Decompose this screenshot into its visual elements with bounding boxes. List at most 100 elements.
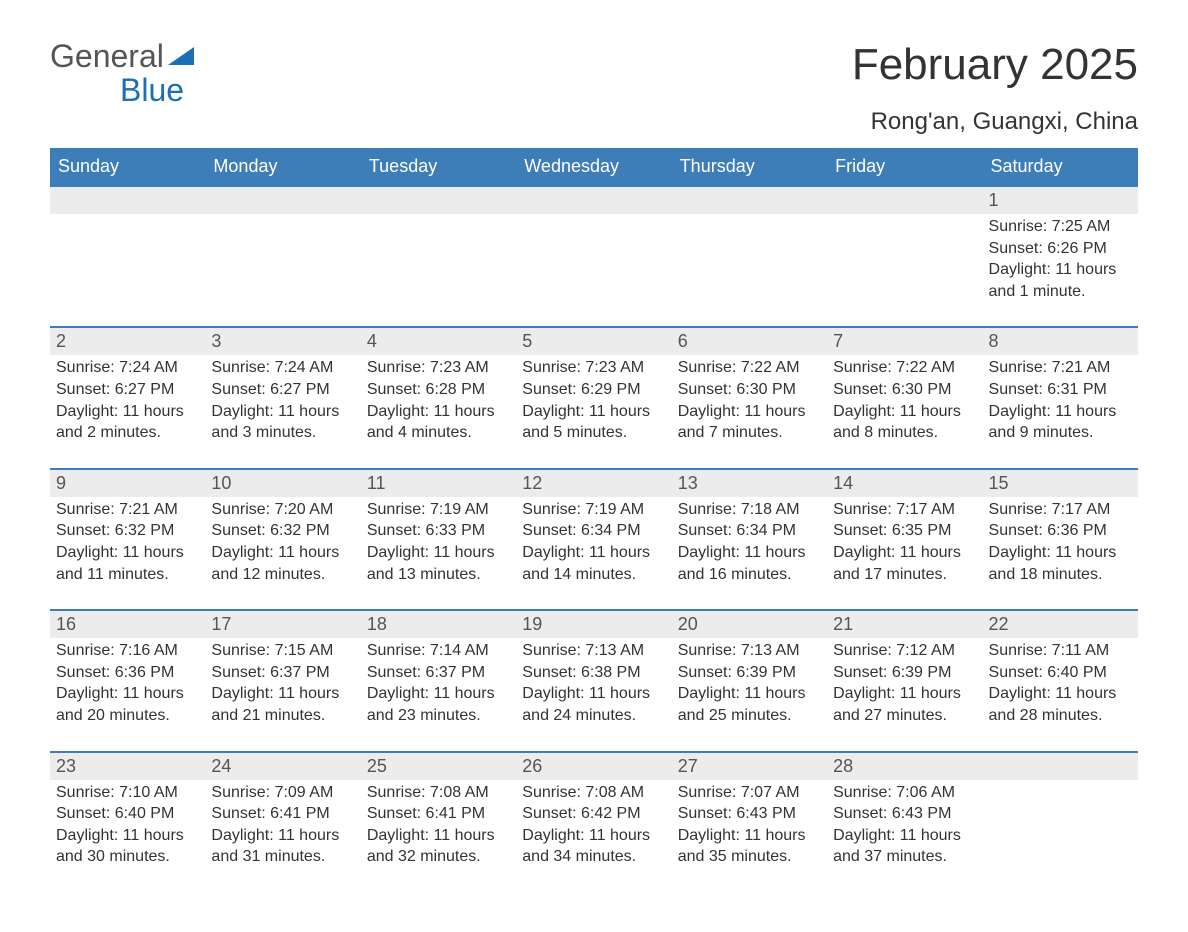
date-bar [983, 751, 1138, 780]
sunset-text: Sunset: 6:39 PM [678, 662, 821, 684]
day-cell: Sunrise: 7:24 AMSunset: 6:27 PMDaylight:… [50, 355, 205, 467]
sunrise-text: Sunrise: 7:22 AM [833, 357, 976, 379]
day-cell: Sunrise: 7:08 AMSunset: 6:42 PMDaylight:… [516, 780, 671, 892]
date-bar-cell [672, 185, 827, 214]
date-bar: 3 [205, 326, 360, 355]
date-bar-cell: 18 [361, 609, 516, 638]
day-cell: Sunrise: 7:18 AMSunset: 6:34 PMDaylight:… [672, 497, 827, 609]
day-cell: Sunrise: 7:21 AMSunset: 6:32 PMDaylight:… [50, 497, 205, 609]
day-cell: Sunrise: 7:15 AMSunset: 6:37 PMDaylight:… [205, 638, 360, 750]
date-bar-cell: 19 [516, 609, 671, 638]
day-header: Saturday [983, 148, 1138, 185]
date-bar: 1 [983, 185, 1138, 214]
week-date-row: 16171819202122 [50, 609, 1138, 638]
day-cell-body: Sunrise: 7:13 AMSunset: 6:38 PMDaylight:… [522, 638, 665, 726]
date-bar-cell: 11 [361, 468, 516, 497]
day-cell: Sunrise: 7:22 AMSunset: 6:30 PMDaylight:… [827, 355, 982, 467]
sunset-text: Sunset: 6:43 PM [833, 803, 976, 825]
day-cell: Sunrise: 7:24 AMSunset: 6:27 PMDaylight:… [205, 355, 360, 467]
day-cell-body: Sunrise: 7:16 AMSunset: 6:36 PMDaylight:… [56, 638, 199, 726]
sunrise-text: Sunrise: 7:21 AM [56, 499, 199, 521]
day-cell-body: Sunrise: 7:18 AMSunset: 6:34 PMDaylight:… [678, 497, 821, 585]
brand-logo: General Blue [50, 40, 194, 107]
daylight-text: Daylight: 11 hours and 35 minutes. [678, 825, 821, 868]
date-bar-cell: 7 [827, 326, 982, 355]
sunrise-text: Sunrise: 7:18 AM [678, 499, 821, 521]
date-bar-cell: 8 [983, 326, 1138, 355]
sunset-text: Sunset: 6:29 PM [522, 379, 665, 401]
date-bar: 4 [361, 326, 516, 355]
location-label: Rong'an, Guangxi, China [852, 108, 1138, 136]
sunset-text: Sunset: 6:36 PM [56, 662, 199, 684]
date-bar-cell: 16 [50, 609, 205, 638]
day-cell: Sunrise: 7:13 AMSunset: 6:38 PMDaylight:… [516, 638, 671, 750]
date-bar-cell [983, 751, 1138, 780]
day-cell-body: Sunrise: 7:09 AMSunset: 6:41 PMDaylight:… [211, 780, 354, 868]
day-header: Friday [827, 148, 982, 185]
daylight-text: Daylight: 11 hours and 12 minutes. [211, 542, 354, 585]
day-cell: Sunrise: 7:23 AMSunset: 6:28 PMDaylight:… [361, 355, 516, 467]
calendar-body: 1Sunrise: 7:25 AMSunset: 6:26 PMDaylight… [50, 185, 1138, 892]
sunrise-text: Sunrise: 7:17 AM [989, 499, 1132, 521]
day-cell-body: Sunrise: 7:21 AMSunset: 6:32 PMDaylight:… [56, 497, 199, 585]
date-bar-cell [516, 185, 671, 214]
daylight-text: Daylight: 11 hours and 11 minutes. [56, 542, 199, 585]
date-bar-cell: 9 [50, 468, 205, 497]
daylight-text: Daylight: 11 hours and 16 minutes. [678, 542, 821, 585]
day-cell-body: Sunrise: 7:25 AMSunset: 6:26 PMDaylight:… [989, 214, 1132, 302]
date-bar-cell [361, 185, 516, 214]
date-bar: 28 [827, 751, 982, 780]
daylight-text: Daylight: 11 hours and 2 minutes. [56, 401, 199, 444]
day-cell [361, 214, 516, 326]
sunset-text: Sunset: 6:28 PM [367, 379, 510, 401]
daylight-text: Daylight: 11 hours and 4 minutes. [367, 401, 510, 444]
sunrise-text: Sunrise: 7:12 AM [833, 640, 976, 662]
daylight-text: Daylight: 11 hours and 3 minutes. [211, 401, 354, 444]
sunrise-text: Sunrise: 7:15 AM [211, 640, 354, 662]
day-cell-body: Sunrise: 7:17 AMSunset: 6:36 PMDaylight:… [989, 497, 1132, 585]
calendar-table: Sunday Monday Tuesday Wednesday Thursday… [50, 148, 1138, 892]
day-cell [50, 214, 205, 326]
date-bar-cell: 10 [205, 468, 360, 497]
daylight-text: Daylight: 11 hours and 5 minutes. [522, 401, 665, 444]
sunset-text: Sunset: 6:40 PM [989, 662, 1132, 684]
sunset-text: Sunset: 6:40 PM [56, 803, 199, 825]
day-cell-body: Sunrise: 7:08 AMSunset: 6:42 PMDaylight:… [522, 780, 665, 868]
week-date-row: 2345678 [50, 326, 1138, 355]
sunrise-text: Sunrise: 7:08 AM [367, 782, 510, 804]
sunrise-text: Sunrise: 7:17 AM [833, 499, 976, 521]
sunrise-text: Sunrise: 7:13 AM [522, 640, 665, 662]
day-cell-body: Sunrise: 7:10 AMSunset: 6:40 PMDaylight:… [56, 780, 199, 868]
day-cell-body: Sunrise: 7:19 AMSunset: 6:34 PMDaylight:… [522, 497, 665, 585]
sunrise-text: Sunrise: 7:23 AM [522, 357, 665, 379]
sunrise-text: Sunrise: 7:24 AM [56, 357, 199, 379]
day-cell-body: Sunrise: 7:13 AMSunset: 6:39 PMDaylight:… [678, 638, 821, 726]
sunset-text: Sunset: 6:30 PM [833, 379, 976, 401]
sunset-text: Sunset: 6:38 PM [522, 662, 665, 684]
daylight-text: Daylight: 11 hours and 28 minutes. [989, 683, 1132, 726]
date-bar-cell: 25 [361, 751, 516, 780]
date-bar [205, 185, 360, 214]
sunrise-text: Sunrise: 7:23 AM [367, 357, 510, 379]
daylight-text: Daylight: 11 hours and 27 minutes. [833, 683, 976, 726]
date-bar: 14 [827, 468, 982, 497]
date-bar-cell [50, 185, 205, 214]
date-bar-cell: 24 [205, 751, 360, 780]
brand-word-2: Blue [120, 72, 184, 108]
title-block: February 2025 Rong'an, Guangxi, China [852, 40, 1138, 148]
sunset-text: Sunset: 6:27 PM [211, 379, 354, 401]
date-bar [516, 185, 671, 214]
date-bar-cell: 13 [672, 468, 827, 497]
day-cell: Sunrise: 7:21 AMSunset: 6:31 PMDaylight:… [983, 355, 1138, 467]
day-cell [983, 780, 1138, 892]
brand-word-1: General [50, 38, 164, 74]
day-cell [205, 214, 360, 326]
date-bar: 11 [361, 468, 516, 497]
sunset-text: Sunset: 6:35 PM [833, 520, 976, 542]
week-content-row: Sunrise: 7:16 AMSunset: 6:36 PMDaylight:… [50, 638, 1138, 750]
day-cell-body: Sunrise: 7:24 AMSunset: 6:27 PMDaylight:… [211, 355, 354, 443]
daylight-text: Daylight: 11 hours and 13 minutes. [367, 542, 510, 585]
day-cell: Sunrise: 7:06 AMSunset: 6:43 PMDaylight:… [827, 780, 982, 892]
date-bar: 22 [983, 609, 1138, 638]
daylight-text: Daylight: 11 hours and 8 minutes. [833, 401, 976, 444]
